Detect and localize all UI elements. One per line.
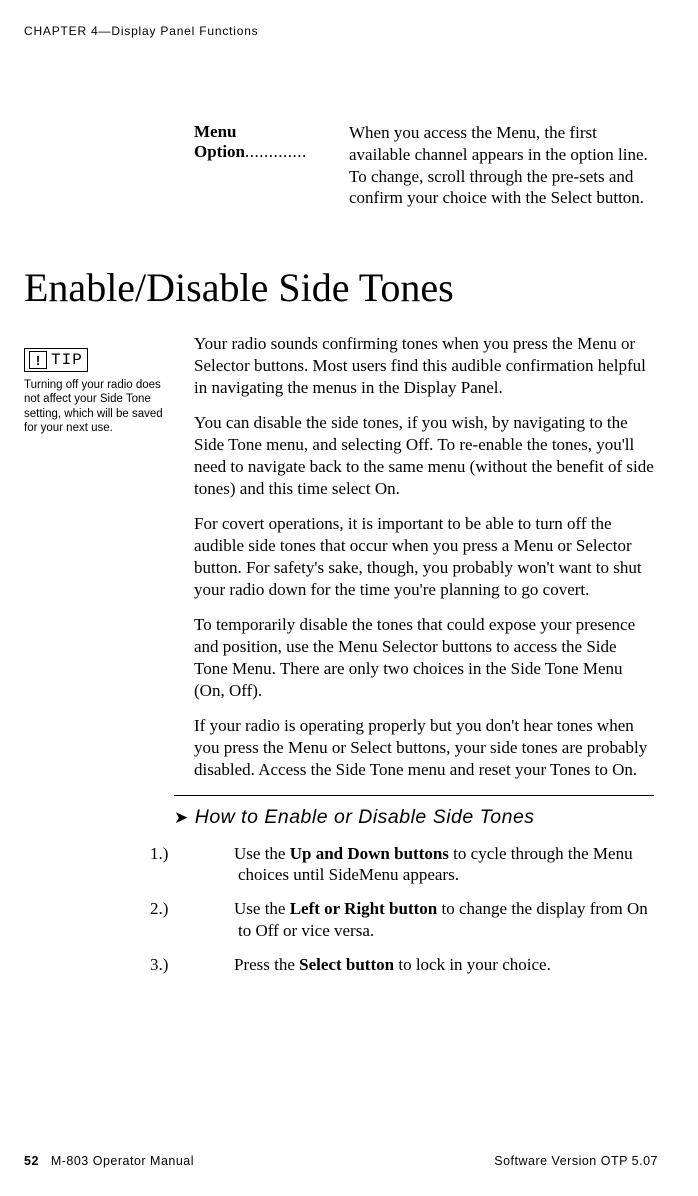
main-column: Menu Option............. When you access…: [194, 122, 654, 975]
howto-heading: ➤ How to Enable or Disable Side Tones: [174, 806, 654, 829]
page-footer: 52 M-803 Operator Manual Software Versio…: [24, 1154, 658, 1168]
step-number: 2.): [194, 898, 234, 920]
step-bold: Up and Down buttons: [290, 844, 449, 863]
tip-word: TIP: [51, 352, 83, 368]
para-1: Your radio sounds confirming tones when …: [194, 333, 654, 398]
para-4: To temporarily disable the tones that co…: [194, 614, 654, 701]
step-post: to lock in your choice.: [394, 955, 551, 974]
menu-option-text: When you access the Menu, the first avai…: [349, 122, 654, 209]
menu-option-dots: .............: [245, 142, 307, 161]
tip-warn-icon: !: [29, 351, 47, 369]
step-bold: Select button: [299, 955, 394, 974]
step-bold: Left or Right button: [290, 899, 438, 918]
step-pre: Use the: [234, 899, 290, 918]
content-area: Menu Option............. When you access…: [24, 122, 658, 975]
tip-badge: ! TIP: [24, 348, 88, 372]
howto-step-1: 1.)Use the Up and Down buttons to cycle …: [194, 843, 654, 887]
step-number: 1.): [194, 843, 234, 865]
running-head: CHAPTER 4—Display Panel Functions: [24, 24, 658, 38]
howto-step-2: 2.)Use the Left or Right button to chang…: [194, 898, 654, 942]
section-title: Enable/Disable Side Tones: [24, 267, 654, 309]
step-pre: Press the: [234, 955, 299, 974]
menu-option-label-text: Menu Option: [194, 122, 245, 161]
footer-left: 52 M-803 Operator Manual: [24, 1154, 194, 1168]
para-3: For covert operations, it is important t…: [194, 513, 654, 600]
howto-step-3: 3.)Press the Select button to lock in yo…: [194, 954, 654, 976]
menu-option-block: Menu Option............. When you access…: [194, 122, 654, 209]
page-number: 52: [24, 1154, 39, 1168]
footer-manual: M-803 Operator Manual: [51, 1154, 194, 1168]
menu-option-label: Menu Option.............: [194, 122, 349, 209]
tip-sidebar: ! TIP Turning off your radio does not af…: [24, 348, 174, 436]
howto-rule: [174, 795, 654, 796]
step-pre: Use the: [234, 844, 290, 863]
step-number: 3.): [194, 954, 234, 976]
tip-text: Turning off your radio does not affect y…: [24, 378, 174, 436]
para-5: If your radio is operating properly but …: [194, 715, 654, 780]
howto-arrow-icon: ➤: [174, 808, 189, 827]
howto-title-text: How to Enable or Disable Side Tones: [195, 806, 535, 828]
para-2: You can disable the side tones, if you w…: [194, 412, 654, 499]
footer-right: Software Version OTP 5.07: [494, 1154, 658, 1168]
page: CHAPTER 4—Display Panel Functions Menu O…: [0, 0, 698, 1196]
howto-steps: 1.)Use the Up and Down buttons to cycle …: [194, 843, 654, 976]
